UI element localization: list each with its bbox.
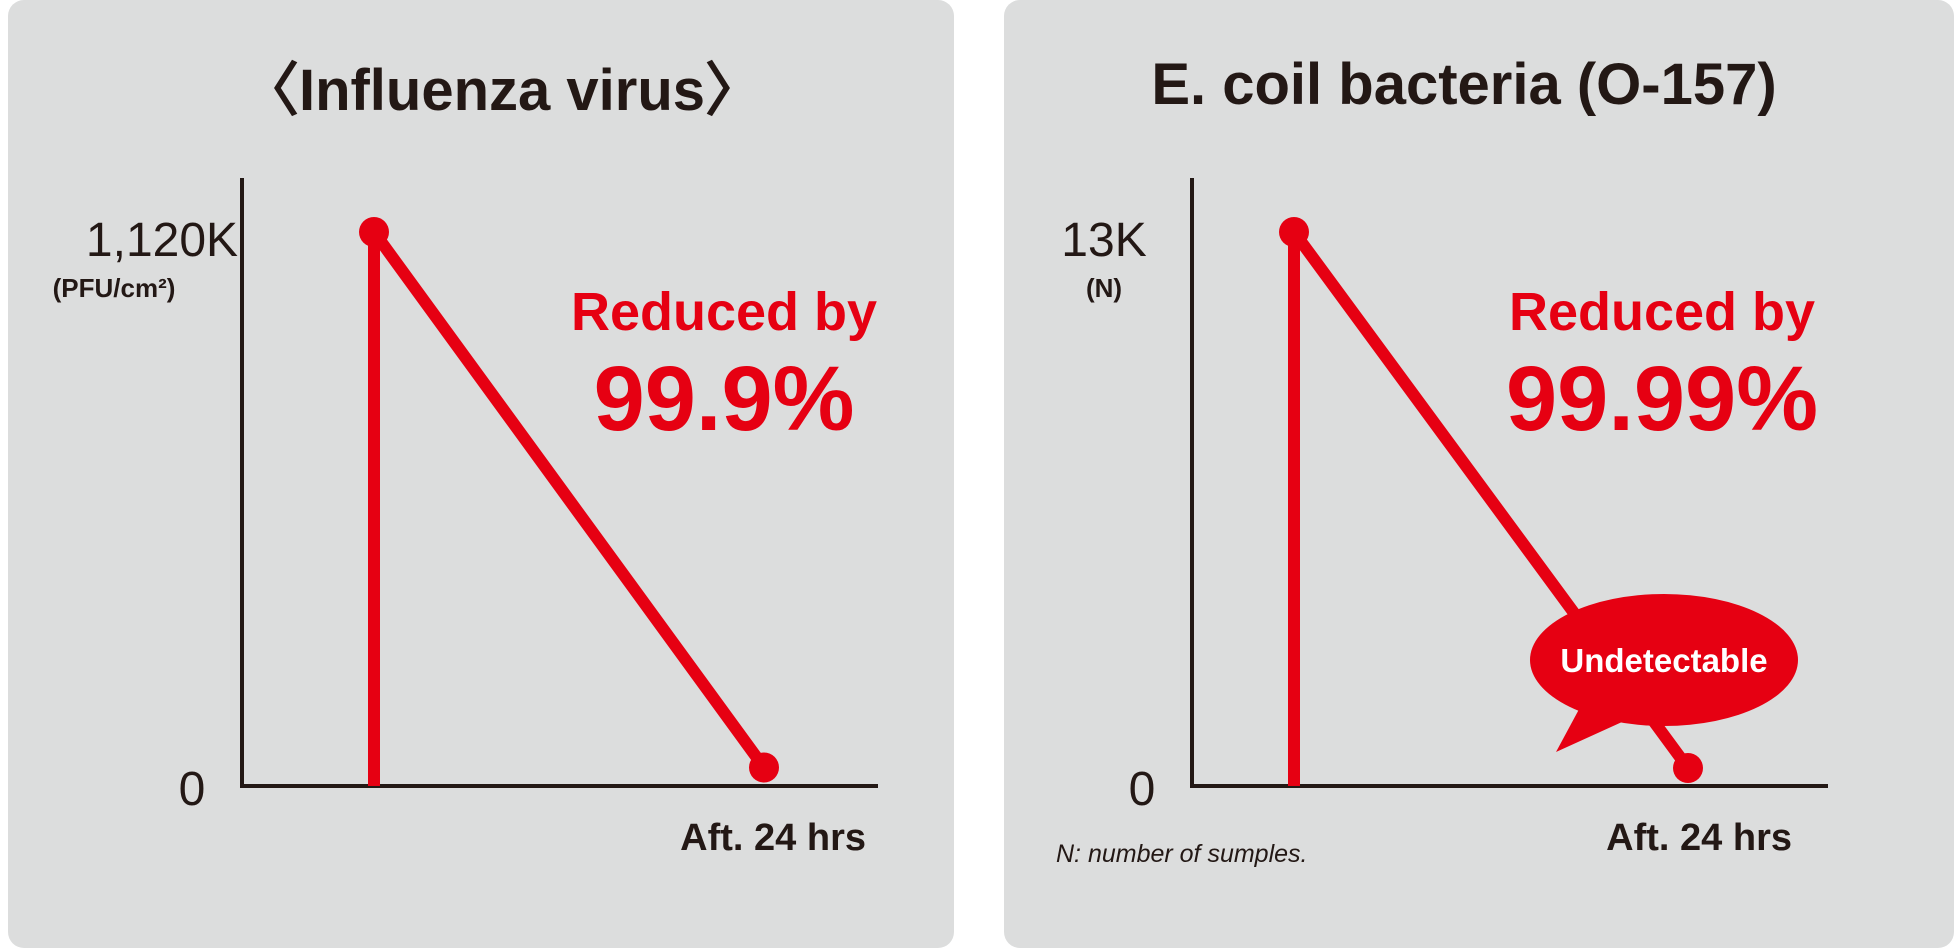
reduction-label: Reduced by (1509, 282, 1815, 342)
y-max-label: 1,120K (86, 214, 238, 267)
chart-panel-ecoli: E. coil bacteria (O-157) 13K (N) 0 Aft. … (1004, 0, 1954, 948)
data-point-end (749, 752, 779, 783)
y-min-label: 0 (1129, 763, 1156, 816)
chart-title: E. coil bacteria (O-157) (1151, 52, 1776, 117)
footnote: N: number of sumples. (1056, 840, 1308, 868)
data-point-start (359, 217, 389, 247)
reduction-label: Reduced by (571, 282, 877, 342)
series-line (368, 226, 770, 774)
chart-influenza: 〈Influenza virus〉 1,120K (PFU/cm²) 0 Aft… (53, 58, 878, 859)
y-unit-label: (PFU/cm²) (53, 273, 176, 303)
data-point-end (1673, 753, 1703, 783)
chart-panel-influenza: 〈Influenza virus〉 1,120K (PFU/cm²) 0 Aft… (8, 0, 954, 948)
callout-pointer (1556, 700, 1644, 752)
y-unit-label: (N) (1086, 273, 1122, 303)
y-max-label: 13K (1061, 214, 1146, 267)
x-end-label: Aft. 24 hrs (1606, 817, 1792, 859)
undetectable-callout: Undetectable (1530, 594, 1798, 752)
reduction-value: 99.99% (1506, 348, 1818, 450)
x-end-label: Aft. 24 hrs (680, 817, 866, 859)
data-point-start (1279, 217, 1309, 247)
callout-bubble (1530, 594, 1798, 726)
callout-text: Undetectable (1560, 642, 1767, 679)
chart-ecoli: E. coil bacteria (O-157) 13K (N) 0 Aft. … (1056, 52, 1828, 868)
reduction-value: 99.9% (594, 348, 855, 450)
y-min-label: 0 (179, 763, 206, 816)
chart-title: 〈Influenza virus〉 (241, 58, 763, 123)
